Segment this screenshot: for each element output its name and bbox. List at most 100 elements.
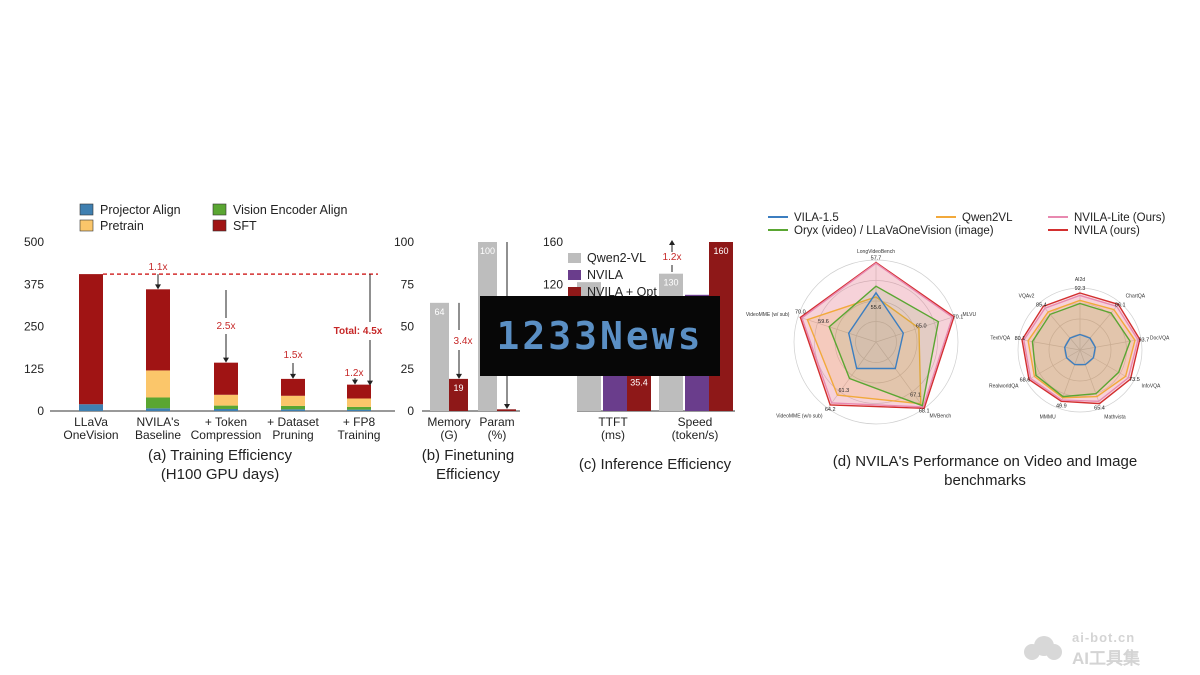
panel-c-xtick: TTFT — [598, 415, 628, 429]
panel-a-arrow-1-head — [155, 284, 161, 290]
panel-a-total-arrow-head — [367, 380, 373, 386]
site-url: ai-bot.cn — [1072, 630, 1136, 645]
panel-a-bar-sft — [347, 384, 371, 399]
panel-b-caption-line1: (b) Finetuning — [421, 447, 515, 464]
panel-a-annotation: 1.5x — [284, 350, 303, 361]
panel-d-video-radar-series-oryx-video-llavaonevision-image- — [828, 285, 940, 407]
panel-d-image-radar-grid-spoke — [1079, 349, 1134, 382]
panel-a-caption-line1: (a) Training Efficiency — [148, 447, 292, 464]
panel-a-ytick: 250 — [24, 320, 44, 334]
panel-a-bar-projector-align — [146, 408, 170, 411]
panel-c-xtick: Speed — [678, 415, 713, 429]
panel-b-ytick: 100 — [394, 235, 414, 249]
panel-a-ytick: 375 — [24, 277, 44, 291]
panel-a-arrow-2-head — [223, 357, 229, 363]
panel-d-video-radar-series-qwen2vl — [806, 296, 922, 405]
panel-d-image-radar-axis-label: Mathvista — [1104, 415, 1126, 421]
cloud-logo-icon — [1020, 634, 1064, 662]
panel-c-caption: (c) Inference Efficiency — [578, 456, 732, 473]
panel-d-video-radar-series-nvila-ours- — [799, 261, 955, 410]
panel-d-video-radar-value-label: 68.1 — [919, 408, 930, 414]
panel-c-data-label: 160 — [713, 246, 728, 256]
panel-c-ytick: 160 — [543, 235, 563, 249]
panel-a-bar-vision-encoder-align — [214, 405, 238, 409]
panel-c-data-label: 130 — [663, 278, 678, 288]
panel-a-ytick: 0 — [37, 404, 44, 418]
panel-d-legend-label: Qwen2VL — [962, 212, 1013, 224]
panel-d-video-radar-grid-spoke — [797, 316, 877, 343]
panel-d-video-radar-value-label: 61.3 — [838, 388, 849, 394]
panel-b-bar-nvila — [449, 378, 468, 411]
panel-a-xtick: Baseline — [135, 428, 181, 442]
panel-d-image-radar-value-label: 86.1 — [1115, 302, 1126, 308]
panel-b-ytick: 25 — [401, 362, 415, 376]
panel-b-data-label: 100 — [480, 246, 495, 256]
panel-d-image-radar-value-label: 68.6 — [1020, 377, 1031, 383]
panel-a-bar-projector-align — [347, 409, 371, 411]
panel-d-video-radar-grid-spoke — [827, 341, 877, 409]
panel-b-xtick: Param — [479, 415, 514, 429]
panel-d-video-radar-grid-spoke — [875, 341, 925, 409]
panel-d-image-radar-axis-label: VQAv2 — [1019, 294, 1035, 300]
panel-d-image-radar-axis-label: MMMU — [1040, 415, 1056, 421]
panel-d-video-radar-value-label: 55.6 — [871, 305, 882, 311]
panel-a-ytick: 125 — [24, 362, 44, 376]
site-watermark: ai-bot.cn AI工具集 — [1020, 628, 1180, 668]
panel-a-arrow-3-head — [290, 373, 296, 379]
panel-a-legend-label: Vision Encoder Align — [233, 203, 347, 217]
panel-d-image-radar-value-label: 85.4 — [1036, 302, 1047, 308]
panel-a-caption: (a) Training Efficiency (H100 GPU days) — [120, 446, 320, 484]
panel-a-caption-line2: (H100 GPU days) — [160, 466, 280, 483]
panel-b-ytick: 75 — [401, 277, 415, 291]
panel-c-data-label: 35.4 — [630, 378, 648, 388]
panel-a-xtick: + Token — [205, 415, 247, 429]
panel-a-legend-label: Projector Align — [100, 203, 181, 217]
panel-a-legend-swatch — [79, 219, 94, 232]
panel-a-bar-pretrain — [281, 395, 305, 406]
panel-d-image-radar-value-label: 93.7 — [1138, 337, 1149, 343]
panel-c-annotation: 1.2x — [663, 252, 682, 263]
panel-a-bar-vision-encoder-align — [281, 405, 305, 410]
panel-d-image-radar-axis-label: TextVQA — [990, 336, 1010, 342]
panel-d-caption-line2: benchmarks — [944, 472, 1026, 489]
panel-c-legend-swatch — [568, 270, 581, 280]
panel-b-arrow-2-head — [504, 404, 510, 409]
panel-c-legend-swatch — [568, 287, 581, 297]
panel-b-data-label: 64 — [434, 307, 444, 317]
panel-d-video-radar-value-label: 67.1 — [910, 392, 921, 398]
panel-a-bar-projector-align — [281, 409, 305, 411]
panel-d-video-radar-axis-label: MLVU — [963, 312, 977, 318]
panel-a-xtick: Pruning — [272, 428, 313, 442]
panel-b-xtick: Memory — [427, 415, 470, 429]
panel-a-bar-projector-align — [79, 404, 103, 411]
panel-a-arrow-4-head — [352, 379, 358, 385]
panel-d-video-radar-value-label: 64.2 — [825, 407, 836, 413]
panel-a-annotation: 1.1x — [149, 262, 168, 273]
panel-c-bar-nvila-opt — [627, 373, 651, 411]
panel-b-arrow-head — [456, 373, 462, 379]
panel-d-video-radar-value-label: 70.1 — [953, 315, 964, 321]
panel-d-image-radar-grid-spoke — [1079, 338, 1142, 351]
panel-d-video-radar-value-label: 70.0 — [795, 309, 806, 315]
panel-d-video-radar-value-label: 57.7 — [871, 255, 882, 261]
panel-d-video-radar-series-vila-1-5 — [847, 291, 905, 370]
panel-a-legend-label: SFT — [233, 219, 257, 233]
panel-b-bar-nvila — [497, 409, 516, 411]
panel-a-legend-label: Pretrain — [100, 219, 144, 233]
panel-d-image-radar-grid-spoke — [1079, 349, 1102, 409]
panel-b-caption-line2: Efficiency — [436, 466, 500, 483]
panel-d-image-radar-series-qwen2vl — [1027, 299, 1136, 399]
panel-a-bar-vision-encoder-align — [146, 397, 170, 409]
panel-a-xtick: NVILA's — [137, 415, 180, 429]
panel-d-image-radar-value-label: 80.1 — [1015, 336, 1026, 342]
panel-c-xtick: (token/s) — [672, 428, 719, 442]
panel-a-bar-sft — [281, 378, 305, 396]
panel-a-xtick: LLaVa — [74, 415, 108, 429]
panel-b-annotation: 3.4x — [454, 336, 473, 347]
panel-a-xtick: Compression — [191, 428, 262, 442]
panel-d-caption-line1: (d) NVILA's Performance on Video and Ima… — [832, 453, 1138, 470]
panel-d-image-radar-series-oryx-video-llavaonevision-image- — [1031, 302, 1131, 398]
panel-a-xtick: + FP8 — [343, 415, 376, 429]
panel-d-video-radar-value-label: 59.6 — [818, 319, 829, 325]
site-brand: AI工具集 — [1072, 649, 1140, 668]
